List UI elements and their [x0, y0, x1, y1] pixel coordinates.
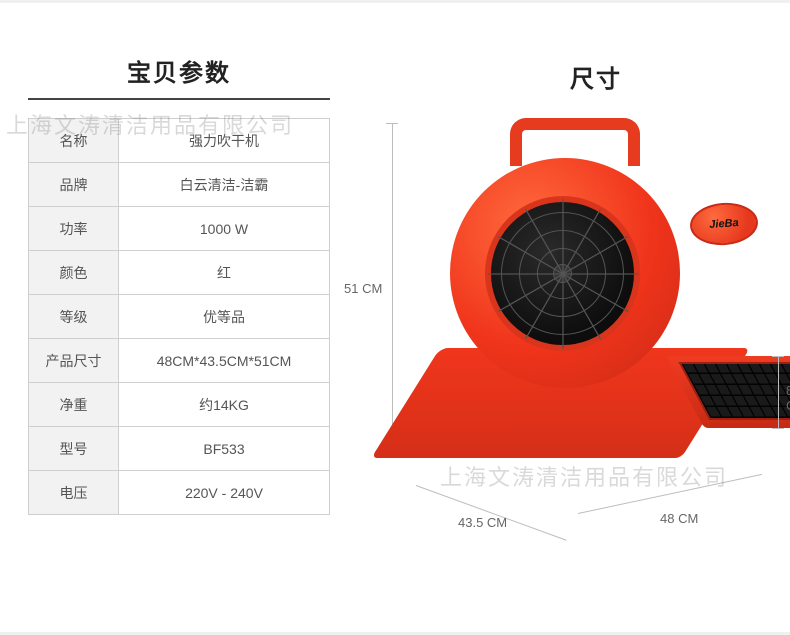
dim-outlet-cap-bottom [772, 428, 784, 429]
spec-value: BF533 [119, 427, 330, 471]
main-layout: 宝贝参数 名称强力吹干机品牌白云清洁-洁霸功率1000 W颜色红等级优等品产品尺… [0, 0, 790, 635]
spec-row: 名称强力吹干机 [29, 119, 330, 163]
dim-depth-line [416, 485, 567, 541]
spec-row: 功率1000 W [29, 207, 330, 251]
spec-row: 电压220V - 240V [29, 471, 330, 515]
dim-depth-label: 43.5 CM [458, 515, 507, 530]
dim-width-line [578, 474, 762, 514]
blower-fan-face [485, 196, 640, 351]
spec-row: 净重约14KG [29, 383, 330, 427]
spec-value: 1000 W [119, 207, 330, 251]
spec-row: 等级优等品 [29, 295, 330, 339]
spec-value: 约14KG [119, 383, 330, 427]
size-column: 尺寸 51 CM JieBa [350, 3, 790, 635]
product-figure: 51 CM JieBa 8 CM [380, 113, 780, 533]
spec-key: 净重 [29, 383, 119, 427]
spec-row: 品牌白云清洁-洁霸 [29, 163, 330, 207]
spec-row: 型号BF533 [29, 427, 330, 471]
spec-key: 名称 [29, 119, 119, 163]
spec-value: 强力吹干机 [119, 119, 330, 163]
dim-height-label: 51 CM [344, 281, 382, 296]
spec-row: 产品尺寸48CM*43.5CM*51CM [29, 339, 330, 383]
dim-outlet-label: 8 CM [786, 383, 790, 413]
dim-outlet-line [778, 356, 779, 428]
spec-title: 宝贝参数 [28, 53, 330, 98]
spec-value: 48CM*43.5CM*51CM [119, 339, 330, 383]
spec-title-underline [28, 98, 330, 100]
dim-height-cap-top [386, 123, 398, 124]
spec-key: 功率 [29, 207, 119, 251]
spec-key: 产品尺寸 [29, 339, 119, 383]
spec-value: 白云清洁-洁霸 [119, 163, 330, 207]
spec-value: 红 [119, 251, 330, 295]
dim-width-label: 48 CM [660, 511, 698, 526]
spec-key: 品牌 [29, 163, 119, 207]
spec-value: 220V - 240V [119, 471, 330, 515]
spec-key: 电压 [29, 471, 119, 515]
size-title: 尺寸 [570, 59, 622, 94]
brand-badge: JieBa [689, 201, 760, 248]
dim-height-line [392, 123, 393, 453]
dim-outlet-cap-top [772, 356, 784, 357]
blower-illustration: JieBa [440, 148, 740, 458]
spec-key: 颜色 [29, 251, 119, 295]
spec-row: 颜色红 [29, 251, 330, 295]
spec-column: 宝贝参数 名称强力吹干机品牌白云清洁-洁霸功率1000 W颜色红等级优等品产品尺… [0, 3, 350, 635]
spec-key: 型号 [29, 427, 119, 471]
spec-key: 等级 [29, 295, 119, 339]
spec-table: 名称强力吹干机品牌白云清洁-洁霸功率1000 W颜色红等级优等品产品尺寸48CM… [28, 118, 330, 515]
spec-value: 优等品 [119, 295, 330, 339]
